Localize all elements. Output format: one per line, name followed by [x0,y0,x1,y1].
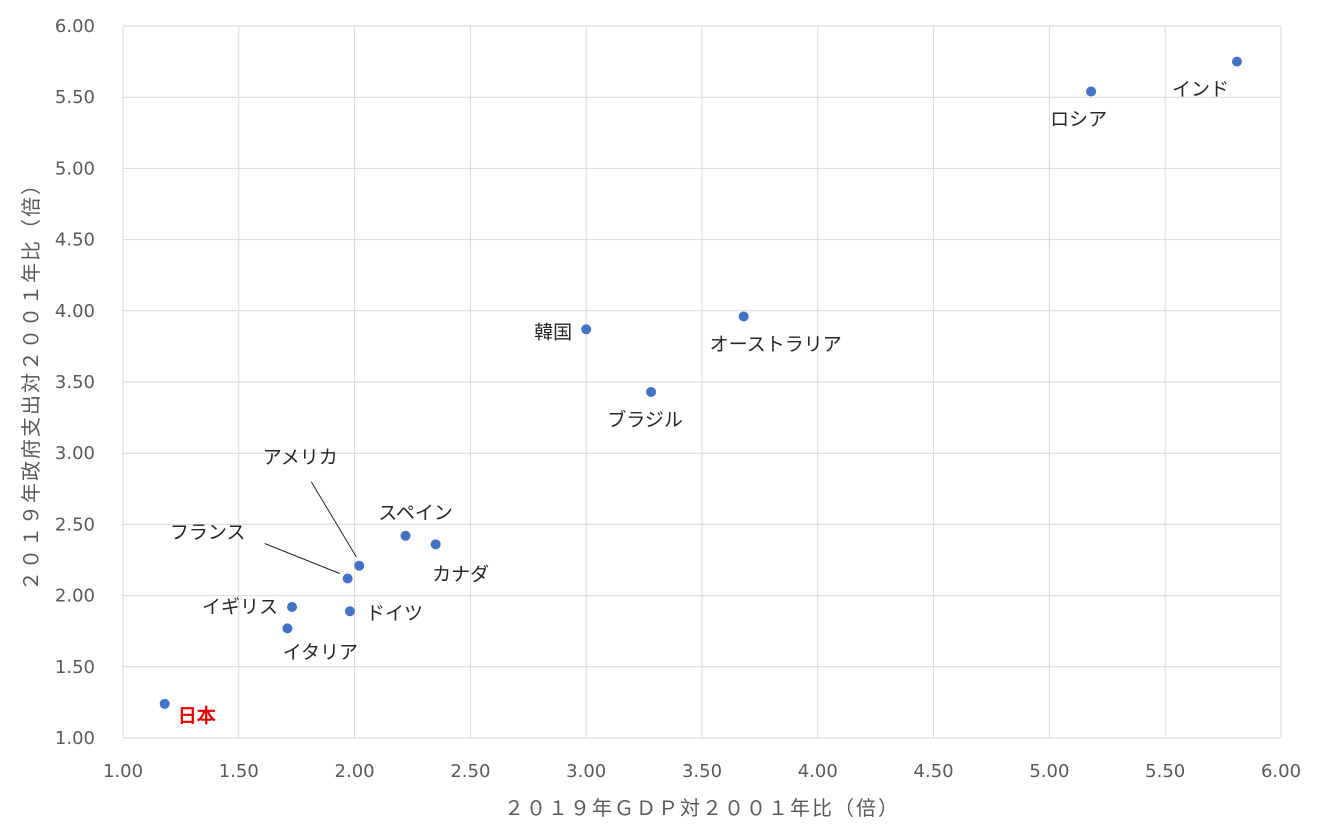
point-label: インド [1172,79,1229,101]
point-label: スペイン [378,502,453,524]
leader-line [310,481,357,557]
y-tick-label: 3.50 [55,372,95,393]
point-label: ドイツ [366,602,423,624]
point-label: 韓国 [534,321,572,343]
point-label: イタリア [283,641,358,663]
x-tick-label: 3.50 [682,761,722,782]
point-label: イギリス [202,596,278,618]
point-label: カナダ [432,563,489,585]
data-point [287,601,298,612]
x-axis-title: ２０１９年ＧＤＰ対２００１年比（倍） [504,796,900,820]
y-tick-label: 4.50 [55,230,95,251]
y-tick-label: 3.00 [55,443,95,464]
y-tick-label: 5.50 [55,87,95,108]
y-tick-label: 5.00 [55,158,95,179]
point-label: ロシア [1050,109,1107,131]
data-point [1231,56,1242,67]
x-tick-label: 4.00 [798,761,838,782]
leader-lines [264,481,357,574]
y-tick-label: 6.00 [55,16,95,37]
point-label: アメリカ [263,447,338,469]
x-tick-labels: 1.00 1.50 2.00 2.50 3.00 3.50 4.00 4.50 5.00 5.50… [103,761,1301,782]
point-label: 日本 [178,704,216,727]
leader-line [264,543,340,574]
data-point [342,573,353,584]
data-point [430,539,441,550]
y-tick-label: 4.00 [55,301,95,322]
data-point [738,311,749,322]
data-point [400,530,411,541]
y-tick-labels: 1.00 1.50 2.00 2.50 3.00 3.50 4.00 4.50 5.00 5.50… [55,16,95,749]
x-tick-label: 2.50 [450,761,490,782]
x-tick-label: 1.00 [103,761,143,782]
data-point [581,324,592,335]
point-label: フランス [170,522,246,544]
y-axis-title: ２０１９年政府支出対２００１年比（倍） [19,173,43,591]
data-point [344,606,355,617]
y-tick-label: 2.50 [55,514,95,535]
data-point [354,560,365,571]
point-label: ブラジル [607,408,683,431]
y-tick-label: 1.00 [55,728,95,749]
gridlines [122,25,1282,739]
data-point [1086,86,1097,97]
x-tick-label: 2.00 [335,761,375,782]
x-tick-label: 3.00 [566,761,606,782]
point-label: オーストラリア [710,333,842,355]
y-tick-label: 2.00 [55,586,95,607]
data-point [159,698,170,709]
x-tick-label: 5.50 [1145,761,1185,782]
data-points [159,56,1242,709]
x-tick-label: 6.00 [1261,761,1301,782]
y-tick-label: 1.50 [55,657,95,678]
x-tick-label: 5.00 [1029,761,1069,782]
x-tick-label: 1.50 [219,761,259,782]
data-point [282,623,293,634]
data-point [646,386,657,397]
x-tick-label: 4.50 [914,761,954,782]
